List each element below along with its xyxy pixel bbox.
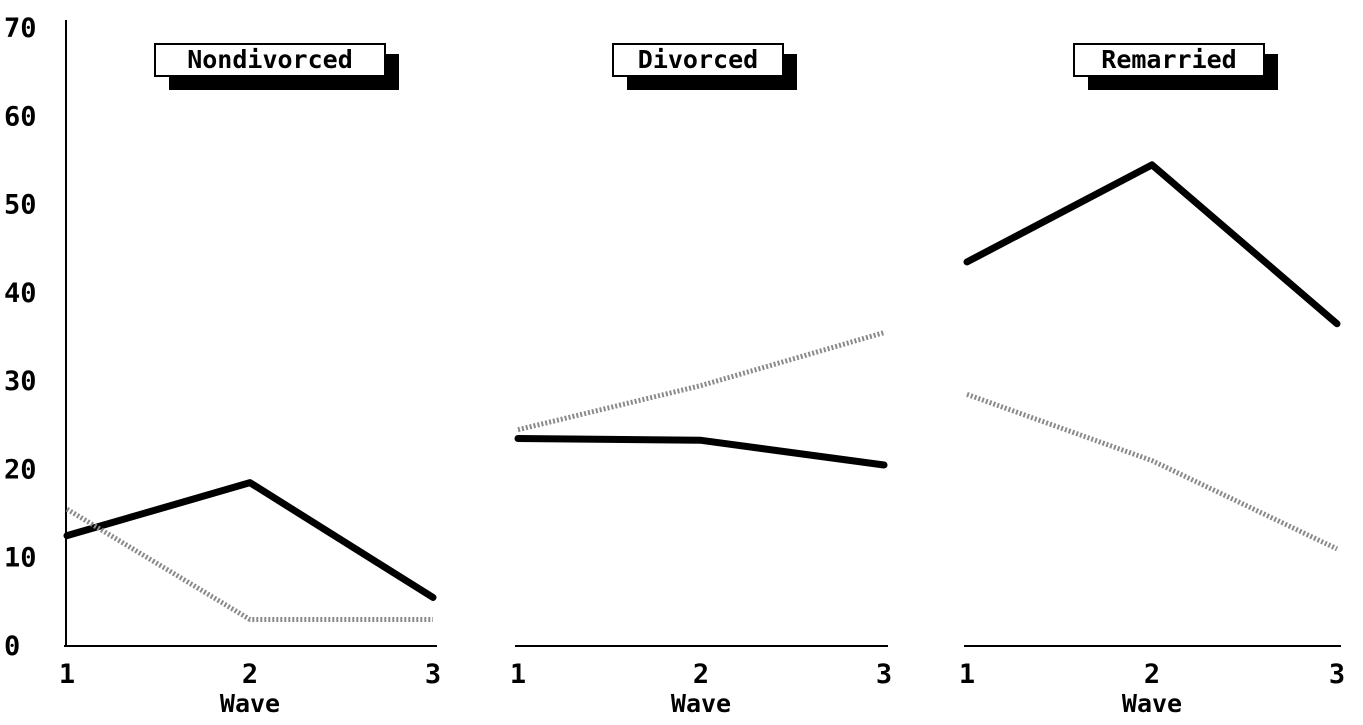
series-line-0-solid	[63, 479, 437, 601]
series-line-1-dotted	[517, 330, 885, 433]
x-tick-label-2-0: 1	[959, 659, 975, 690]
x-tick-label-2-2: 3	[1329, 659, 1345, 690]
series-line-2-solid	[963, 161, 1341, 328]
y-tick-label-20: 20	[4, 454, 37, 485]
x-axis-label-1: Wave	[671, 689, 731, 718]
x-tick-label-2-1: 2	[1144, 659, 1160, 690]
series-line-2-dotted	[966, 392, 1339, 552]
panel-title-box-1	[612, 43, 784, 77]
y-tick-label-50: 50	[4, 190, 37, 221]
panel-title-0: Nondivorced	[187, 45, 353, 74]
series-line-0-dotted	[65, 507, 433, 623]
y-tick-label-10: 10	[4, 543, 37, 574]
panel-remarried: 1 2 3 Wave Remarried	[959, 43, 1345, 718]
x-tick-label-1-2: 3	[876, 659, 892, 690]
panel-divorced: 1 2 3 Wave Divorced	[510, 43, 892, 718]
y-tick-label-70: 70	[4, 13, 37, 44]
panels: 1 2 3 Wave Nondivorced 1 2 3 Wave Divorced 1 2 3 Wave…	[59, 43, 1345, 718]
x-tick-label-1-1: 2	[693, 659, 709, 690]
y-tick-label-40: 40	[4, 278, 37, 309]
x-axis-label-2: Wave	[1122, 689, 1182, 718]
x-axis-label-0: Wave	[220, 689, 280, 718]
y-tick-label-30: 30	[4, 366, 37, 397]
x-tick-label-0-0: 1	[59, 659, 75, 690]
y-tick-label-0: 0	[4, 631, 20, 662]
x-tick-label-1-0: 1	[510, 659, 526, 690]
panel-title-box-0	[154, 43, 386, 77]
y-axis: 0 10 20 30 40 50 60 70	[4, 13, 67, 662]
series-line-1-solid	[514, 435, 888, 469]
panel-title-1: Divorced	[638, 45, 758, 74]
panel-title-2: Remarried	[1101, 45, 1236, 74]
y-tick-label-60: 60	[4, 101, 37, 132]
x-tick-label-0-2: 3	[425, 659, 441, 690]
x-tick-label-0-1: 2	[242, 659, 258, 690]
panel-nondivorced: 1 2 3 Wave Nondivorced	[59, 43, 441, 718]
panel-title-box-2	[1073, 43, 1265, 77]
